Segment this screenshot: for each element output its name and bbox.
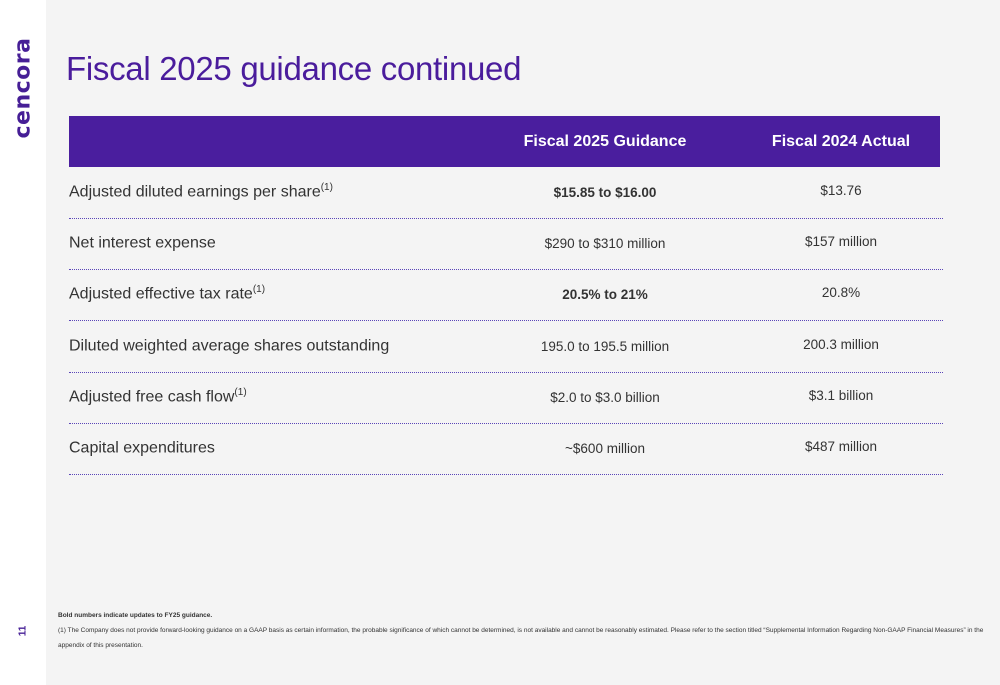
row-actual: $157 million [804,234,878,249]
row-guidance: 195.0 to 195.5 million [540,339,670,354]
table-row: Adjusted free cash flow(1) $2.0 to $3.0 … [69,372,943,424]
row-actual: $487 million [804,439,878,454]
footnote-marker: (1) [320,182,333,193]
table-row: Net interest expense $290 to $310 millio… [69,218,943,270]
row-guidance: ~$600 million [565,441,645,456]
row-actual: $3.1 billion [808,388,874,403]
row-label: Adjusted diluted earnings per share(1) [69,182,333,201]
slide-content: Fiscal 2025 guidance continued Fiscal 20… [46,0,1000,685]
footnote-marker: (1) [252,284,266,295]
header-guidance: Fiscal 2025 Guidance [523,133,687,150]
row-label: Adjusted effective tax rate(1) [69,284,266,303]
row-guidance: $290 to $310 million [544,236,666,251]
row-label: Net interest expense [69,234,216,252]
row-actual: $13.76 [820,183,862,198]
cencora-logo: cencora [10,37,36,139]
row-label: Adjusted free cash flow(1) [69,387,247,406]
table-header: Fiscal 2025 Guidance Fiscal 2024 Actual [69,116,940,167]
footnotes: Bold numbers indicate updates to FY25 gu… [58,608,988,653]
header-actual: Fiscal 2024 Actual [771,133,911,150]
table-row: Adjusted effective tax rate(1) 20.5% to … [69,269,943,321]
row-guidance: $15.85 to $16.00 [553,185,657,200]
row-guidance: $2.0 to $3.0 billion [550,390,660,405]
row-label: Diluted weighted average shares outstand… [69,337,390,355]
table-row: Adjusted diluted earnings per share(1) $… [69,167,943,219]
bold-numbers-note: Bold numbers indicate updates to FY25 gu… [58,612,213,619]
row-guidance: 20.5% to 21% [562,287,648,302]
page-number: 11 [17,625,29,637]
row-label: Capital expenditures [69,439,215,457]
footnote-1: (1) The Company does not provide forward… [58,627,984,649]
table-row: Capital expenditures ~$600 million $487 … [69,423,943,475]
row-actual: 20.8% [821,285,861,300]
row-actual: 200.3 million [803,337,879,352]
footnote-marker: (1) [234,387,247,398]
left-sidebar: cencora 11 [0,0,46,685]
page-title: Fiscal 2025 guidance continued [66,50,522,87]
table-row: Diluted weighted average shares outstand… [69,321,943,373]
